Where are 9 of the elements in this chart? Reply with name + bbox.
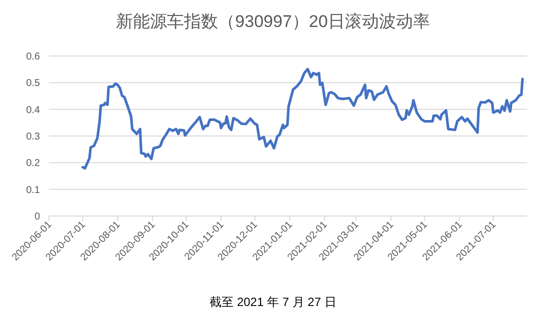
chart-title: 新能源车指数（930997）20日滚动波动率 [116, 12, 430, 31]
y-tick-label: 0.3 [26, 132, 40, 142]
y-tick-label: 0.4 [26, 104, 40, 116]
y-tick-label: 0.6 [26, 52, 40, 62]
y-tick-label: 0.1 [26, 184, 40, 196]
y-tick-label: 0.5 [26, 78, 40, 90]
text: 截至 2021 年 7 月 27 日 [210, 295, 336, 309]
y-tick-label: 0 [34, 212, 40, 222]
y-tick-label: 0.2 [26, 158, 40, 170]
